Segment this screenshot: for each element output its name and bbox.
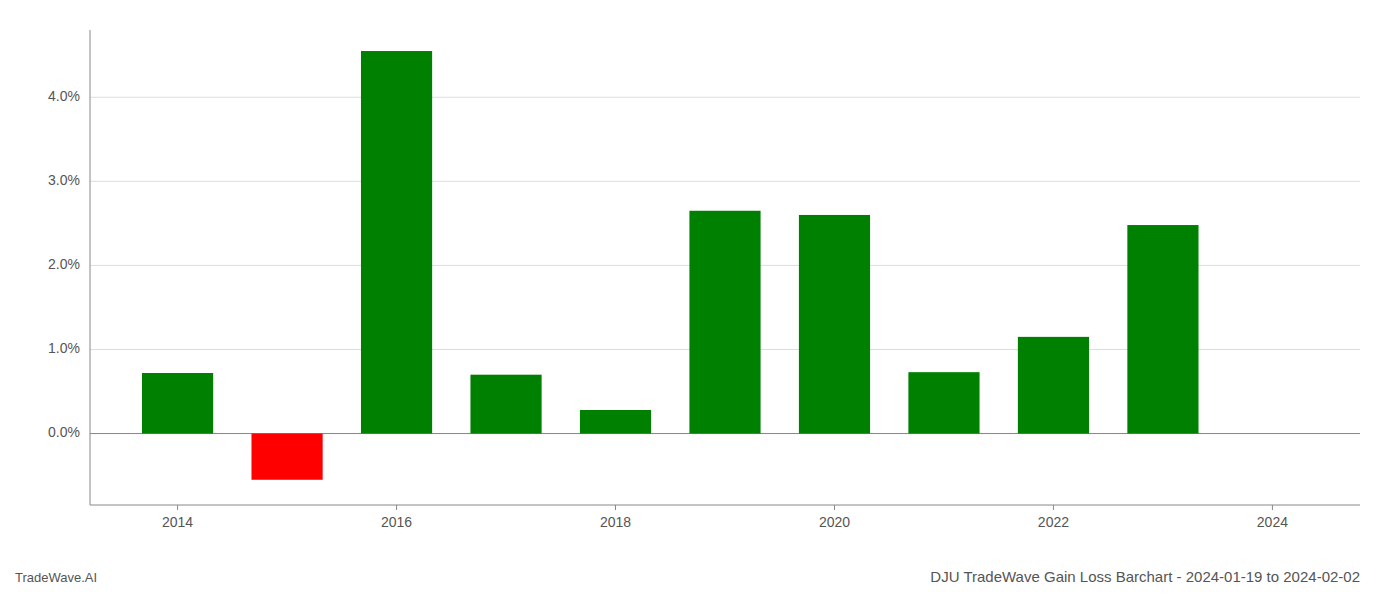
- x-axis-line: [90, 505, 1360, 506]
- x-tick-label: 2018: [600, 514, 631, 530]
- grid-line: [90, 97, 1360, 98]
- grid: [90, 97, 1360, 433]
- bar: [1018, 337, 1089, 434]
- bar: [470, 375, 541, 434]
- x-tick: [1272, 505, 1273, 510]
- x-tick-label: 2022: [1038, 514, 1069, 530]
- bar: [142, 373, 213, 434]
- x-tick-label: 2020: [819, 514, 850, 530]
- x-tick: [177, 505, 178, 510]
- y-tick-label: 3.0%: [48, 172, 80, 188]
- bar: [799, 215, 870, 434]
- chart: 0.0% 1.0% 2.0% 3.0% 4.0% 2014 2016 2018 2020 2022…: [0, 0, 1400, 600]
- title: DJU TradeWave Gain Loss Barchart - 2024-…: [930, 568, 1360, 585]
- y-tick-label: 0.0%: [48, 424, 80, 440]
- axes: 0.0% 1.0% 2.0% 3.0% 4.0% 2014 2016 2018 2020 2022…: [48, 30, 1360, 530]
- x-tick: [615, 505, 616, 510]
- bar: [908, 372, 979, 433]
- bars: [142, 51, 1199, 480]
- bar: [361, 51, 432, 434]
- x-tick: [1053, 505, 1054, 510]
- x-tick-label: 2014: [162, 514, 193, 530]
- y-tick-label: 1.0%: [48, 340, 80, 356]
- x-tick: [396, 505, 397, 510]
- grid-line: [90, 181, 1360, 182]
- bar: [251, 434, 322, 480]
- y-tick-label: 4.0%: [48, 88, 80, 104]
- bar: [580, 410, 651, 434]
- footer: TradeWave.AI: [15, 570, 97, 585]
- bar: [1127, 225, 1198, 433]
- bar: [689, 211, 760, 434]
- x-tick: [834, 505, 835, 510]
- x-tick-label: 2016: [381, 514, 412, 530]
- y-tick-label: 2.0%: [48, 256, 80, 272]
- x-tick-label: 2024: [1257, 514, 1288, 530]
